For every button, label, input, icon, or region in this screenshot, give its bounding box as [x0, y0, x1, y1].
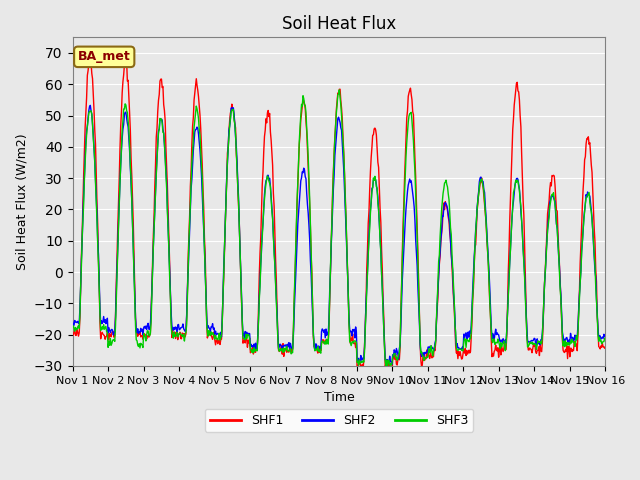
- Legend: SHF1, SHF2, SHF3: SHF1, SHF2, SHF3: [205, 409, 473, 432]
- SHF2: [420, 349, 428, 355]
- Text: BA_met: BA_met: [78, 50, 131, 63]
- SHF1: [188, 142, 196, 147]
- SHF1: [78, 230, 86, 236]
- SHF3: [382, 364, 390, 370]
- SHF3: [78, 234, 86, 240]
- SHF3: [335, 87, 343, 93]
- SHF3: [420, 355, 428, 360]
- SHF1: [602, 345, 609, 350]
- Line: SHF1: SHF1: [72, 58, 605, 372]
- SHF1: [68, 330, 76, 336]
- SHF3: [602, 337, 609, 343]
- Title: Soil Heat Flux: Soil Heat Flux: [282, 15, 396, 33]
- SHF1: [388, 370, 396, 375]
- SHF1: [420, 358, 428, 363]
- SHF1: [122, 55, 129, 61]
- SHF1: [216, 342, 224, 348]
- SHF2: [78, 239, 86, 244]
- SHF2: [68, 319, 76, 324]
- SHF3: [68, 324, 76, 330]
- SHF2: [216, 331, 224, 337]
- Line: SHF3: SHF3: [72, 90, 605, 367]
- SHF3: [216, 330, 223, 336]
- SHF3: [133, 338, 141, 344]
- SHF2: [188, 177, 196, 182]
- Y-axis label: Soil Heat Flux (W/m2): Soil Heat Flux (W/m2): [15, 133, 28, 270]
- SHF2: [86, 103, 94, 108]
- SHF3: [188, 181, 195, 187]
- SHF1: [405, 90, 413, 96]
- SHF2: [134, 326, 141, 332]
- SHF1: [134, 334, 141, 339]
- Line: SHF2: SHF2: [72, 106, 605, 364]
- X-axis label: Time: Time: [324, 391, 355, 404]
- SHF3: [405, 113, 413, 119]
- SHF2: [602, 333, 609, 339]
- SHF2: [388, 361, 396, 367]
- SHF2: [405, 180, 413, 185]
